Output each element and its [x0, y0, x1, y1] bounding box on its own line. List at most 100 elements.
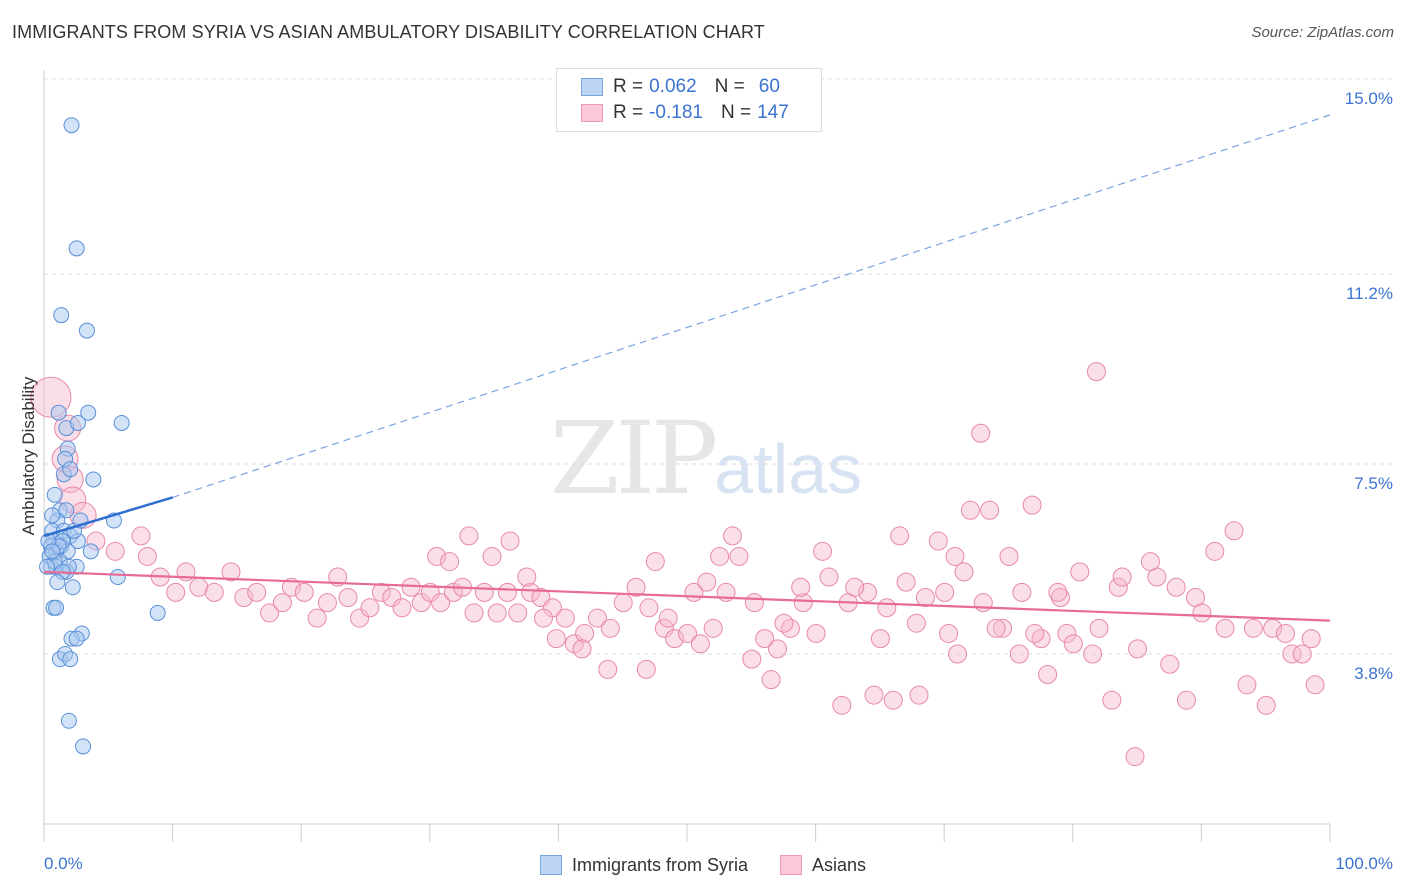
asians-point — [1086, 362, 1106, 382]
source-label: Source: ZipAtlas.com — [1251, 24, 1394, 41]
asians-point — [1224, 521, 1244, 541]
asians-point — [791, 577, 811, 597]
asians-point — [487, 603, 507, 623]
asians-point — [793, 593, 813, 613]
asians-point — [360, 598, 380, 618]
asians-point — [1070, 562, 1090, 582]
y-tick-label: 15.0% — [1345, 89, 1393, 108]
asians-point — [768, 639, 788, 659]
asians-point — [819, 567, 839, 587]
asians-point — [1031, 629, 1051, 649]
asians-point — [645, 552, 665, 572]
asians-point — [546, 629, 566, 649]
asians-point — [999, 546, 1019, 566]
asians-point — [260, 603, 280, 623]
asians-point — [744, 593, 764, 613]
asians-point — [1166, 577, 1186, 597]
asians-point — [474, 582, 494, 602]
asians-point — [420, 582, 440, 602]
asians-point — [204, 582, 224, 602]
asians-point — [665, 629, 685, 649]
asians-point — [986, 618, 1006, 638]
axis-labels: 3.8% 7.5% 11.2% 15.0% 0.0% 100.0% Ambulatory D… — [19, 89, 1393, 873]
asians-point — [317, 593, 337, 613]
syria-point — [82, 543, 99, 560]
asians-point — [221, 562, 241, 582]
y-tick-label: 7.5% — [1354, 474, 1393, 493]
asians-point — [954, 562, 974, 582]
syria-trend-extension — [172, 114, 1331, 498]
asians-point — [234, 588, 254, 608]
n-value: 60 — [758, 76, 780, 97]
y-tick-label: 3.8% — [1354, 664, 1393, 683]
syria-point — [44, 543, 61, 560]
asians-point — [755, 629, 775, 649]
asians-point — [105, 541, 125, 561]
asians-point — [915, 588, 935, 608]
asians-point — [845, 577, 865, 597]
syria-point — [113, 414, 130, 431]
asians-point — [350, 608, 370, 628]
syria-point — [109, 568, 126, 585]
asians-point — [948, 644, 968, 664]
asians-point — [294, 582, 314, 602]
asians-point — [896, 572, 916, 592]
asians-point — [678, 623, 697, 643]
asians-swatch — [581, 104, 603, 122]
syria-trend-line — [43, 496, 173, 538]
legend-row-asians: R = -0.181 N = 147 — [581, 100, 789, 126]
asians-point — [131, 526, 151, 546]
legend-row-syria: R = 0.062 N = 60 — [581, 74, 780, 100]
asians-point — [1108, 577, 1128, 597]
asians-points — [30, 362, 1325, 767]
syria-point — [75, 738, 92, 755]
syria-point — [80, 404, 97, 421]
syria-point — [85, 471, 102, 488]
syria-point — [78, 322, 95, 339]
x-tick-label: 100.0% — [1335, 854, 1393, 873]
asians-point — [742, 649, 762, 669]
r-value: -0.181 — [649, 102, 703, 123]
syria-point — [58, 502, 75, 519]
watermark-zip: ZIP — [550, 400, 718, 517]
asians-point — [774, 613, 794, 633]
trend-lines — [43, 114, 1331, 622]
asians-point — [935, 582, 955, 602]
asians-point — [1275, 623, 1295, 643]
x-tick-label: 0.0% — [44, 854, 83, 873]
asians-point — [1205, 541, 1225, 561]
asians-point — [761, 670, 781, 690]
asians-point — [613, 593, 633, 613]
asians-point — [575, 623, 595, 643]
series-legend: Immigrants from Syria Asians — [0, 852, 1406, 878]
syria-point — [53, 307, 70, 324]
legend-label: Immigrants from Syria — [571, 854, 748, 875]
syria-point — [48, 599, 65, 616]
n-label: N = — [714, 76, 745, 97]
asians-point — [945, 546, 965, 566]
asians-point — [890, 526, 910, 546]
syria-point — [46, 486, 63, 503]
asians-point — [928, 531, 948, 551]
asians-point — [626, 577, 646, 597]
asians-point — [1215, 618, 1235, 638]
asians-point — [1237, 675, 1257, 695]
asians-point — [1112, 567, 1132, 587]
asians-point — [482, 546, 502, 566]
asians-point — [431, 593, 451, 613]
asians-point — [137, 546, 157, 566]
asians-point — [555, 608, 575, 628]
asians-point — [464, 603, 484, 623]
asians-point — [497, 582, 517, 602]
syria-swatch — [539, 855, 562, 875]
asians-point — [427, 546, 447, 566]
asians-point — [440, 552, 460, 572]
asians-point — [600, 618, 620, 638]
asians-point — [598, 659, 618, 679]
asians-point — [1063, 634, 1083, 654]
asians-point — [723, 526, 743, 546]
correlation-legend: R = 0.062 N = 60 R = -0.181 N = 147 — [556, 68, 822, 132]
asians-point — [1009, 644, 1029, 664]
asians-trend-line — [43, 570, 1331, 622]
asians-point — [1243, 618, 1263, 638]
